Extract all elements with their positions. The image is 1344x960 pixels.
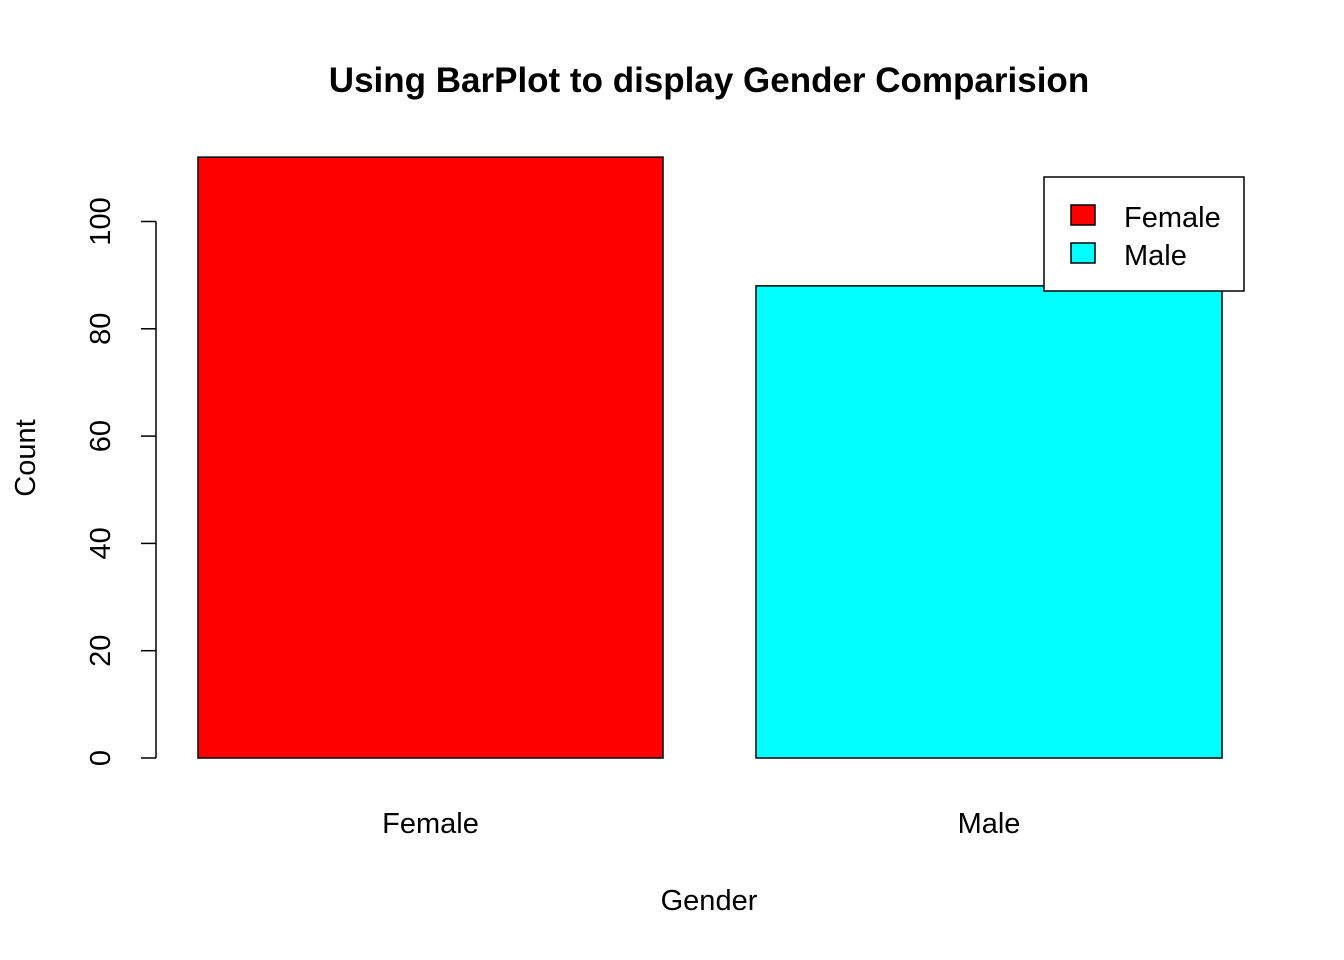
legend: Female Male (1044, 177, 1244, 291)
bar-female (198, 157, 663, 758)
chart-title: Using BarPlot to display Gender Comparis… (329, 61, 1089, 100)
legend-box (1044, 177, 1244, 291)
bar-male (756, 286, 1222, 758)
legend-label-male: Male (1124, 240, 1187, 272)
legend-swatch-female (1071, 205, 1095, 225)
y-tick-label-40: 40 (85, 527, 117, 559)
y-tick-label-80: 80 (85, 313, 117, 345)
y-axis: 0 20 40 60 80 100 (85, 197, 156, 766)
y-tick-label-0: 0 (85, 750, 117, 766)
legend-swatch-male (1071, 243, 1095, 263)
y-tick-label-100: 100 (85, 197, 117, 245)
x-tick-label-female: Female (382, 808, 479, 840)
y-ticks-group: 0 20 40 60 80 100 (85, 197, 156, 766)
x-tick-labels: Female Male (382, 808, 1020, 840)
y-tick-label-20: 20 (85, 635, 117, 667)
x-axis-label: Gender (661, 885, 758, 917)
y-tick-label-60: 60 (85, 420, 117, 452)
y-axis-label: Count (10, 419, 42, 496)
legend-label-female: Female (1124, 202, 1221, 234)
x-tick-label-male: Male (958, 808, 1021, 840)
